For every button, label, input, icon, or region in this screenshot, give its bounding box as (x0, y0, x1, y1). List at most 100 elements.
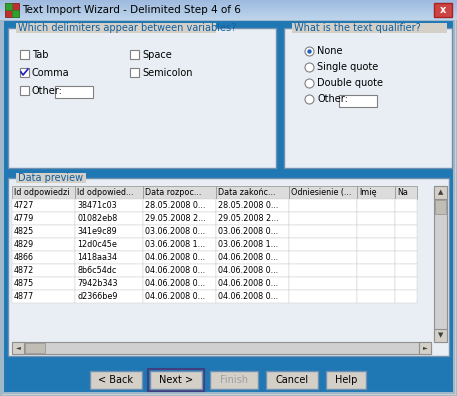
Text: d2366be9: d2366be9 (77, 292, 117, 301)
Bar (75, 212, 143, 225)
Bar (395, 277, 417, 290)
Text: Finish: Finish (220, 375, 248, 385)
Bar (12, 186, 75, 199)
Text: Data zakońc...: Data zakońc... (218, 188, 276, 197)
Bar (395, 225, 417, 238)
Text: Data rozpoc...: Data rozpoc... (145, 188, 202, 197)
Text: ▲: ▲ (438, 190, 443, 196)
Text: 04.06.2008 0...: 04.06.2008 0... (218, 279, 278, 288)
Bar (0, 8, 457, 9)
Text: 04.06.2008 0...: 04.06.2008 0... (145, 279, 205, 288)
Text: 03.06.2008 1...: 03.06.2008 1... (145, 240, 205, 249)
Text: ◄: ◄ (16, 345, 21, 350)
Bar (143, 264, 216, 277)
Text: 4872: 4872 (14, 266, 34, 275)
Bar (357, 251, 395, 264)
Text: 03.06.2008 1...: 03.06.2008 1... (218, 240, 278, 249)
Bar (216, 277, 289, 290)
Text: Odniesienie (...: Odniesienie (... (291, 188, 351, 197)
Bar (0, 19, 457, 20)
Text: 04.06.2008 0...: 04.06.2008 0... (218, 266, 278, 275)
Bar (12, 264, 75, 277)
Bar (357, 238, 395, 251)
Bar (12, 199, 75, 212)
Bar (395, 186, 417, 199)
Text: ▼: ▼ (438, 333, 443, 339)
Circle shape (305, 47, 314, 56)
Bar (12, 251, 75, 264)
Text: < Back: < Back (99, 375, 133, 385)
Bar (8, 178, 449, 356)
Text: Id odpowiedzi: Id odpowiedzi (14, 188, 69, 197)
Bar (12, 277, 75, 290)
Bar (0, 17, 457, 18)
Bar (0, 2, 457, 3)
Bar (289, 225, 357, 238)
Bar (395, 290, 417, 303)
Text: x: x (440, 5, 446, 15)
Bar (143, 290, 216, 303)
Text: Double quote: Double quote (317, 78, 383, 88)
Bar (130, 68, 139, 77)
Bar (289, 277, 357, 290)
Text: Cancel: Cancel (276, 375, 308, 385)
Bar (0, 1, 457, 2)
Bar (143, 225, 216, 238)
Text: Comma: Comma (32, 67, 69, 78)
Bar (75, 238, 143, 251)
Text: 1418aa34: 1418aa34 (77, 253, 117, 262)
Bar (0, 3, 457, 4)
Bar (216, 186, 289, 199)
Text: 12d0c45e: 12d0c45e (77, 240, 117, 249)
Bar (55, 86, 93, 98)
Bar (75, 290, 143, 303)
Text: 38471c03: 38471c03 (77, 201, 117, 210)
Bar (216, 238, 289, 251)
Bar (20, 50, 29, 59)
Bar (216, 199, 289, 212)
Bar (395, 251, 417, 264)
Bar (216, 251, 289, 264)
Bar (210, 371, 258, 389)
Bar (266, 371, 318, 389)
Text: 4877: 4877 (14, 292, 34, 301)
Bar (143, 186, 216, 199)
Text: Semicolon: Semicolon (142, 67, 192, 78)
Circle shape (305, 79, 314, 88)
Text: 04.06.2008 0...: 04.06.2008 0... (145, 266, 205, 275)
Bar (20, 68, 29, 77)
Bar (0, 12, 457, 13)
Bar (434, 186, 447, 199)
Bar (216, 212, 289, 225)
Text: 4825: 4825 (14, 227, 34, 236)
Bar (395, 212, 417, 225)
Bar (143, 212, 216, 225)
Bar (0, 15, 457, 16)
Bar (292, 23, 447, 33)
Bar (419, 342, 431, 354)
Bar (289, 186, 357, 199)
Bar (395, 238, 417, 251)
Bar (150, 371, 202, 389)
Bar (357, 199, 395, 212)
Circle shape (305, 63, 314, 72)
Text: Na: Na (397, 188, 408, 197)
Bar (357, 277, 395, 290)
Text: 7942b343: 7942b343 (77, 279, 117, 288)
Bar (0, 13, 457, 14)
Bar (143, 251, 216, 264)
Bar (0, 18, 457, 19)
Text: Imię: Imię (359, 188, 377, 197)
Text: Help: Help (335, 375, 357, 385)
Bar (12, 238, 75, 251)
Bar (75, 251, 143, 264)
Circle shape (305, 95, 314, 104)
Text: 4875: 4875 (14, 279, 34, 288)
Text: 04.06.2008 0...: 04.06.2008 0... (145, 292, 205, 301)
Bar (216, 290, 289, 303)
Text: 4866: 4866 (14, 253, 34, 262)
Bar (326, 371, 366, 389)
Bar (16, 173, 86, 183)
Bar (20, 86, 29, 95)
Bar (143, 277, 216, 290)
